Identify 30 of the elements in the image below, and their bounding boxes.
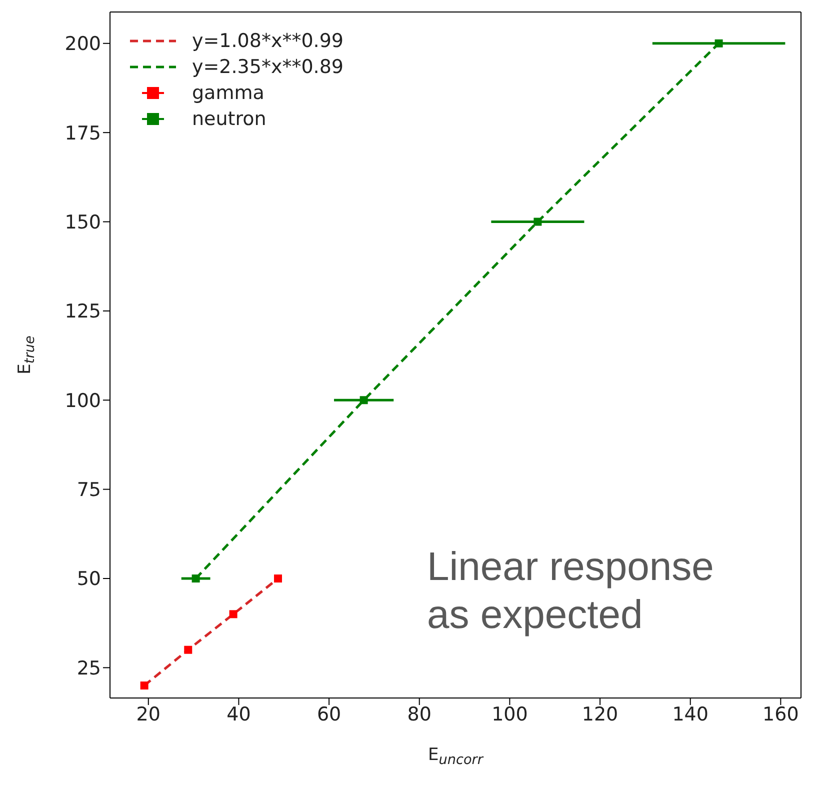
point [534,218,542,226]
point [274,574,282,582]
point [360,396,368,404]
point [192,574,200,582]
y-tick-label: 125 [64,300,101,323]
legend-label: y=1.08*x**0.99 [192,30,344,52]
y-tick-label: 200 [64,33,101,56]
annotation: Linear response as expected [427,544,715,639]
y-tick-label: 25 [76,657,101,680]
x-axis-title: E$_{uncorr}$ [428,745,484,768]
x-tick-label: 100 [492,703,528,726]
x-tick-label: 120 [582,703,618,726]
x-tick-label: 40 [226,703,251,726]
y-tick-label: 150 [64,212,101,234]
point [229,610,238,618]
y-tick-label: 75 [76,479,101,502]
y-tick-label: 50 [76,568,101,590]
legend-label: neutron [192,108,266,130]
legend-label: gamma [192,82,264,104]
x-tick-label: 160 [762,703,799,726]
x-tick-label: 140 [672,703,708,726]
y-tick-label: 100 [64,390,101,412]
x-tick-label: 80 [407,703,432,726]
x-tick-label: 60 [316,703,342,726]
legend-label: y=2.35*x**0.89 [192,56,344,78]
x-tick-label: 20 [136,703,160,726]
point [714,39,723,48]
y-tick-label: 175 [64,122,101,144]
point [184,646,192,654]
point [140,682,148,690]
